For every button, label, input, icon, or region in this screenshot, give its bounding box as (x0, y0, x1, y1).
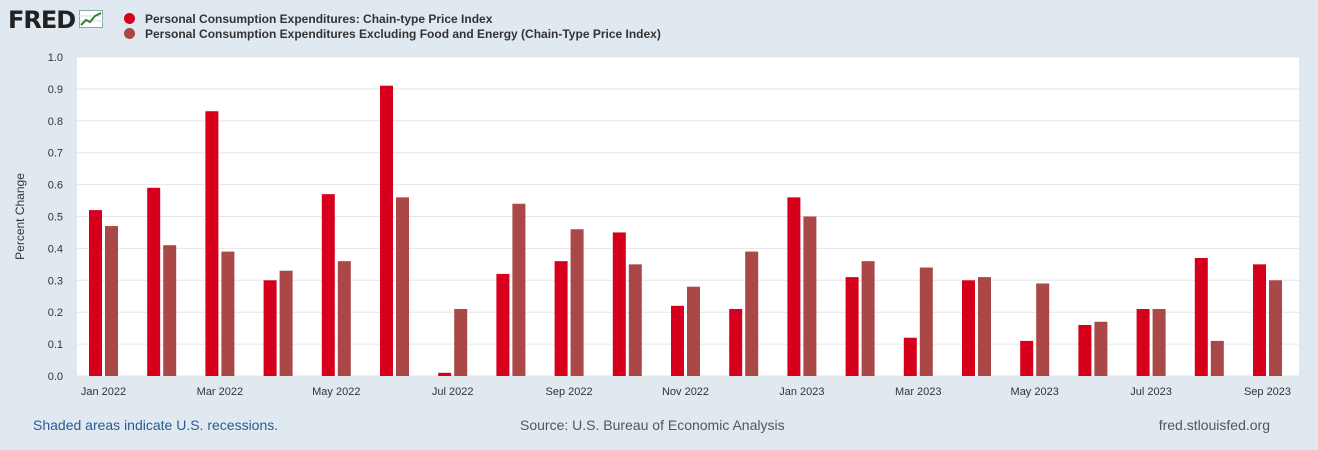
bar-core-pce-jun-2023[interactable] (1094, 321, 1108, 376)
bars (89, 85, 1282, 377)
bar-pce-mar-2022[interactable] (205, 111, 219, 376)
bar-pce-apr-2022[interactable] (263, 280, 277, 376)
bar-chart: 0.0 0.1 0.2 0.3 0.4 0.5 0.6 0.7 0.8 0.9 1.0 Jan 20… (13, 52, 1299, 398)
bar-core-pce-jan-2022[interactable] (105, 226, 118, 376)
bar-core-pce-nov-2022[interactable] (687, 286, 700, 376)
logo-text: FRED (8, 6, 76, 34)
bar-pce-jun-2022[interactable] (380, 85, 393, 377)
x-tick-label: Sep 2022 (546, 386, 593, 398)
x-tick-label: Mar 2023 (895, 386, 941, 398)
y-tick-label: 0.8 (48, 116, 63, 128)
site-link[interactable]: fred.stlouisfed.org (1158, 417, 1270, 433)
bar-pce-may-2022[interactable] (321, 194, 335, 376)
bar-core-pce-aug-2023[interactable] (1210, 340, 1224, 376)
y-tick-label: 0.3 (48, 275, 63, 287)
bar-pce-feb-2023[interactable] (845, 277, 859, 376)
bar-core-pce-jul-2023[interactable] (1152, 309, 1166, 376)
x-tick-label: Jul 2022 (432, 386, 474, 398)
x-tick-label: Jan 2023 (779, 386, 824, 398)
bar-pce-aug-2023[interactable] (1194, 257, 1208, 376)
bar-core-pce-may-2023[interactable] (1036, 283, 1050, 376)
bar-core-pce-jan-2023[interactable] (803, 216, 817, 377)
bar-core-pce-feb-2022[interactable] (163, 245, 177, 376)
legend-marker-pce (124, 13, 135, 24)
y-tick-label: 0.7 (48, 148, 63, 160)
bar-pce-oct-2022[interactable] (612, 232, 626, 376)
bar-core-pce-jul-2022[interactable] (454, 309, 468, 376)
bar-pce-aug-2022[interactable] (496, 273, 510, 376)
bar-pce-nov-2022[interactable] (671, 305, 684, 376)
legend-item-pce[interactable]: Personal Consumption Expenditures: Chain… (124, 11, 661, 26)
bar-pce-feb-2022[interactable] (147, 187, 161, 376)
legend-marker-core-pce (124, 28, 135, 39)
fred-logo[interactable]: FRED (8, 6, 104, 34)
legend: Personal Consumption Expenditures: Chain… (124, 11, 661, 41)
bar-core-pce-mar-2022[interactable] (221, 251, 235, 376)
bar-pce-jan-2023[interactable] (787, 197, 801, 376)
y-axis-ticks: 0.0 0.1 0.2 0.3 0.4 0.5 0.6 0.7 0.8 0.9 1.0 (48, 52, 63, 383)
bar-core-pce-oct-2022[interactable] (628, 264, 642, 376)
y-tick-label: 0.4 (48, 243, 63, 255)
bar-core-pce-sep-2023[interactable] (1269, 280, 1282, 376)
legend-label-pce: Personal Consumption Expenditures: Chain… (145, 11, 493, 26)
bar-pce-apr-2023[interactable] (962, 280, 975, 376)
x-tick-label: Nov 2022 (662, 386, 709, 398)
y-tick-label: 1.0 (48, 52, 63, 64)
x-tick-label: Jan 2022 (81, 386, 126, 398)
bar-core-pce-mar-2023[interactable] (919, 267, 933, 376)
legend-label-core-pce: Personal Consumption Expenditures Exclud… (145, 26, 661, 41)
bar-pce-jul-2023[interactable] (1136, 309, 1150, 376)
bar-pce-jun-2023[interactable] (1078, 324, 1092, 376)
bar-core-pce-dec-2022[interactable] (745, 251, 759, 376)
y-axis-label: Percent Change (13, 173, 27, 260)
bar-pce-may-2023[interactable] (1020, 340, 1034, 376)
bar-core-pce-apr-2022[interactable] (279, 270, 293, 376)
bar-pce-jan-2022[interactable] (89, 210, 102, 376)
x-tick-label: Mar 2022 (197, 386, 243, 398)
chart-footer: Shaded areas indicate U.S. recessions. S… (0, 414, 1318, 436)
bar-core-pce-feb-2023[interactable] (861, 261, 875, 376)
y-tick-label: 0.1 (48, 339, 63, 351)
legend-item-core-pce[interactable]: Personal Consumption Expenditures Exclud… (124, 26, 661, 41)
source-note: Source: U.S. Bureau of Economic Analysis (520, 417, 785, 433)
y-tick-label: 0.5 (48, 212, 63, 224)
bar-pce-sep-2022[interactable] (554, 261, 568, 376)
recession-note: Shaded areas indicate U.S. recessions. (33, 417, 279, 433)
y-tick-label: 0.9 (48, 84, 63, 96)
bar-core-pce-sep-2022[interactable] (570, 229, 584, 376)
bar-pce-jul-2022[interactable] (438, 372, 452, 376)
y-tick-label: 0.6 (48, 180, 63, 192)
y-tick-label: 0.2 (48, 307, 63, 319)
bar-pce-mar-2023[interactable] (903, 337, 917, 376)
x-tick-label: May 2022 (312, 386, 360, 398)
bar-pce-dec-2022[interactable] (729, 309, 743, 376)
x-axis-ticks: Jan 2022 Mar 2022 May 2022 Jul 2022 Sep 2022… (81, 386, 1291, 398)
x-tick-label: Sep 2023 (1244, 386, 1291, 398)
chart-header: FRED Personal Consumption Expenditures: … (0, 0, 1318, 48)
x-tick-label: Jul 2023 (1130, 386, 1172, 398)
bar-core-pce-apr-2023[interactable] (978, 277, 991, 376)
bar-pce-sep-2023[interactable] (1253, 264, 1266, 376)
x-tick-label: May 2023 (1011, 386, 1059, 398)
bar-core-pce-jun-2022[interactable] (396, 197, 409, 376)
line-graph-icon (79, 6, 104, 34)
bar-core-pce-aug-2022[interactable] (512, 203, 526, 376)
y-tick-label: 0.0 (48, 371, 63, 383)
bar-core-pce-may-2022[interactable] (337, 261, 351, 376)
